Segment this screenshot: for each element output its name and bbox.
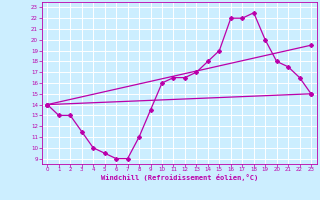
X-axis label: Windchill (Refroidissement éolien,°C): Windchill (Refroidissement éolien,°C) — [100, 174, 258, 181]
